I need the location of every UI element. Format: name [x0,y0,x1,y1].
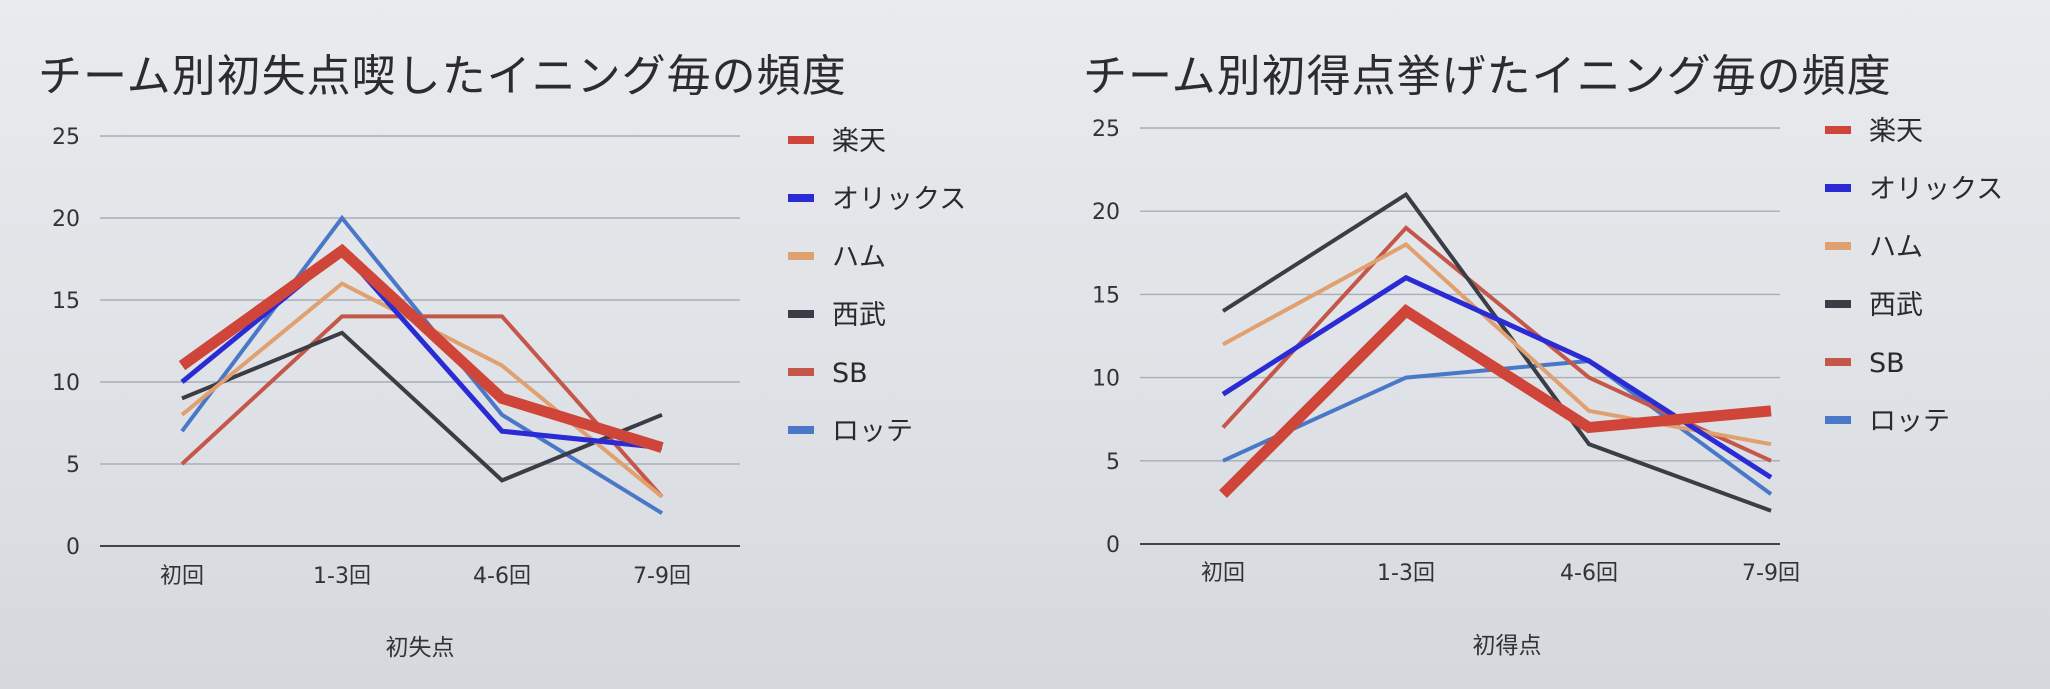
y-tick-label: 0 [66,535,80,560]
series-line-5 [180,214,664,515]
legend-swatch [1825,184,1851,192]
series-line-0 [178,243,664,453]
legend-swatch [788,194,814,202]
x-tick-label: 1-3回 [313,564,371,589]
legend-swatch [1825,126,1851,134]
x-tick-label: 初回 [160,564,204,589]
legend-label: ハム [1869,232,1923,263]
legend-swatch [788,368,814,376]
y-tick-label: 10 [1092,367,1120,392]
legend-label: SB [832,358,868,389]
y-tick-label: 25 [1092,117,1120,142]
chart-panel-right: チーム別初得点挙げたイニング毎の頻度 0 5 10 15 20 25 初回 1-3回 4-6回 7… [1025,0,2050,689]
legend-label: 楽天 [832,126,886,157]
legend-swatch [1825,416,1851,424]
legend-swatch [1825,242,1851,250]
legend-label: ロッテ [1869,406,1950,437]
legend-swatch [1825,358,1851,366]
y-tick-label: 0 [1106,533,1120,558]
x-tick-label: 7-9回 [633,564,691,589]
series-line-2 [1222,242,1772,447]
series-line-0 [1219,304,1772,498]
legend-label: SB [1869,348,1905,379]
series-line-4 [180,314,664,499]
series-line-1 [180,247,663,451]
y-tick-label: 15 [1092,283,1120,308]
legend-label: ハム [832,242,886,273]
x-tick-label: 4-6回 [473,564,531,589]
legend-label: 西武 [832,300,886,331]
y-tick-label: 10 [52,371,80,396]
series-line-3 [1221,191,1772,513]
chart-title: チーム別初失点喫したイニング毎の頻度 [38,51,847,102]
legend-label: オリックス [832,184,966,215]
legend-swatch [788,310,814,318]
x-tick-label: 7-9回 [1742,561,1800,586]
x-tick-label: 初回 [1201,561,1245,586]
y-tick-label: 15 [52,289,80,314]
x-axis-label: 初失点 [386,635,455,661]
x-tick-label: 4-6回 [1560,561,1618,586]
y-tick-label: 20 [1092,200,1120,225]
series-line-3 [181,330,663,483]
chart-panel-left: チーム別初失点喫したイニング毎の頻度 0 5 10 15 20 25 初回 1-3回 4-6回 7… [38,51,966,661]
legend-label: 西武 [1869,290,1923,321]
legend-label: 楽天 [1869,116,1923,147]
y-tick-label: 25 [52,125,80,150]
chart-title: チーム別初得点挙げたイニング毎の頻度 [1083,51,1892,102]
legend-label: オリックス [1869,174,2003,205]
legend-label: ロッテ [832,416,913,447]
y-tick-label: 5 [66,453,80,478]
legend-swatch [1825,300,1851,308]
legend-swatch [788,136,814,144]
y-tick-label: 20 [52,207,80,232]
legend-swatch [788,426,814,434]
x-tick-label: 1-3回 [1377,561,1435,586]
y-tick-label: 5 [1106,450,1120,475]
legend-swatch [788,252,814,260]
x-axis-label: 初得点 [1473,633,1542,659]
